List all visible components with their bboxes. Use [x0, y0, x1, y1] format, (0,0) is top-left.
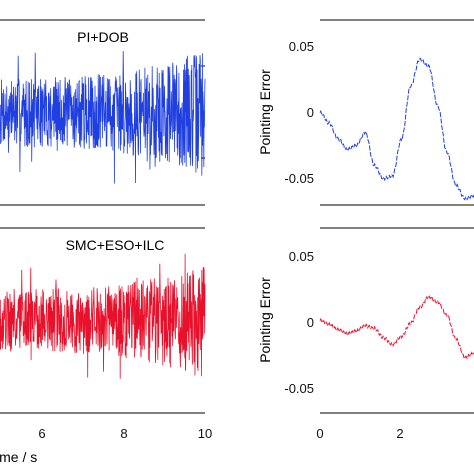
top-right-ytick-0.05: 0.05	[289, 39, 314, 54]
panel-top-right: Pointing Error 0.05 0 -0.05	[257, 19, 474, 206]
bottom-right-ytick-0: 0	[307, 315, 314, 330]
top-right-series-line	[319, 57, 474, 201]
top-right-ylabel: Pointing Error	[257, 69, 273, 155]
bottom-left-title: SMC+ESO+ILC	[66, 237, 165, 253]
top-right-ytick--0.05: -0.05	[284, 171, 314, 186]
panel-bottom-right: Pointing Error 0.05 0 -0.05 0 2	[257, 227, 474, 441]
panel-bottom-left: SMC+ESO+ILC 6 8 10 Time / s	[0, 227, 212, 465]
bottom-left-xlabel: Time / s	[0, 449, 37, 465]
bottom-right-ytick-0.05: 0.05	[289, 249, 314, 264]
bottom-left-xtick-8: 8	[120, 426, 127, 441]
bottom-right-ytick--0.05: -0.05	[284, 381, 314, 396]
bottom-left-series-line	[0, 253, 206, 379]
bottom-left-xtick-6: 6	[38, 426, 45, 441]
bottom-right-xtick-2: 2	[396, 426, 403, 441]
top-left-series-line	[0, 50, 206, 184]
panel-top-left: PI+DOB	[0, 19, 206, 206]
top-left-title: PI+DOB	[77, 29, 129, 45]
bottom-right-ylabel: Pointing Error	[257, 277, 273, 363]
top-right-ytick-0: 0	[307, 105, 314, 120]
bottom-right-series-line	[319, 294, 474, 360]
bottom-left-xtick-10: 10	[198, 426, 212, 441]
bottom-right-xtick-0: 0	[316, 426, 323, 441]
